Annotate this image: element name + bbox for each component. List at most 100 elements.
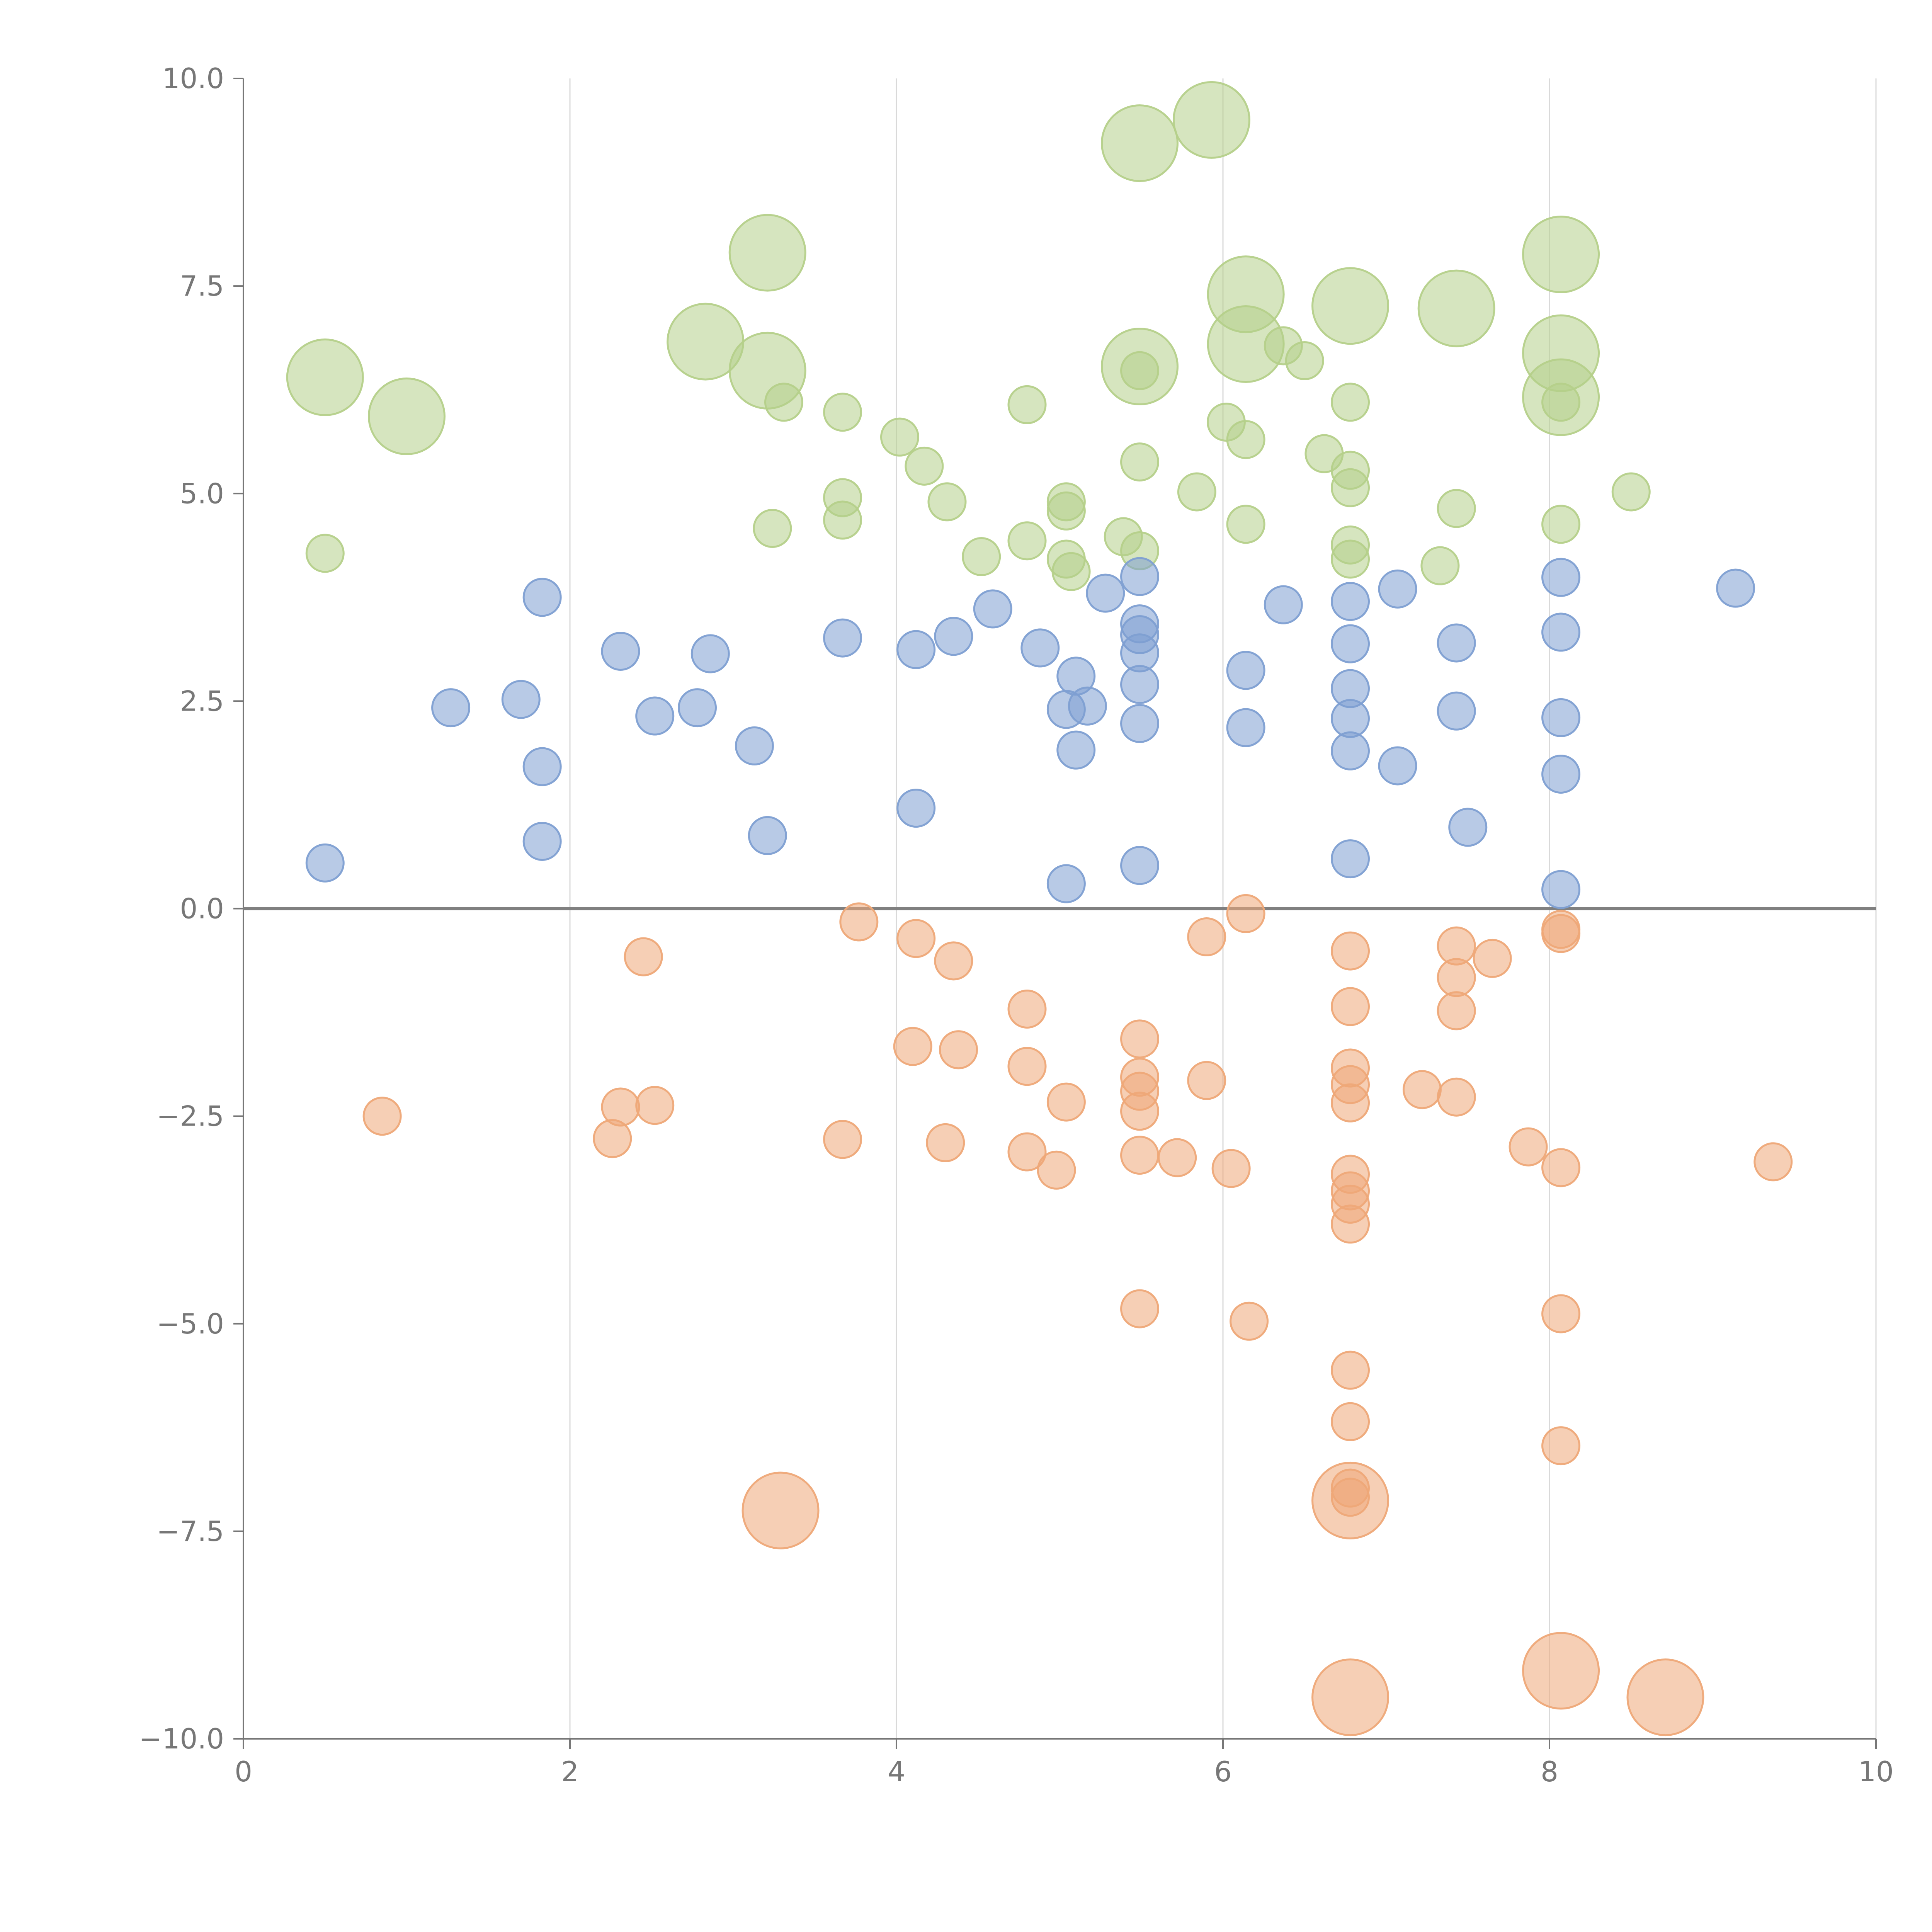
series-layer (286, 81, 1793, 1736)
blue-point-30 (1120, 846, 1160, 885)
green-point-7 (823, 393, 862, 432)
series-orange (362, 894, 1793, 1736)
orange-point-50 (1473, 939, 1512, 978)
orange-point-56 (1541, 1426, 1581, 1466)
green-point-4 (728, 214, 806, 292)
x-tick-label-3: 6 (1214, 1755, 1232, 1788)
blue-point-4 (522, 747, 562, 786)
orange-point-40 (1331, 1402, 1370, 1441)
green-point-26 (1120, 351, 1160, 390)
y-tick-label-5: −2.5 (156, 1100, 224, 1133)
y-tick-label-2: 5.0 (180, 477, 224, 510)
blue-point-9 (690, 634, 730, 673)
x-tick-label-0: 0 (235, 1755, 252, 1788)
green-point-31 (1226, 505, 1265, 544)
green-point-10 (753, 509, 792, 548)
blue-point-29 (1120, 704, 1160, 743)
green-point-20 (1051, 552, 1091, 591)
blue-point-13 (896, 630, 936, 669)
green-point-49 (1541, 383, 1581, 422)
blue-point-40 (1378, 569, 1417, 609)
orange-point-16 (1037, 1150, 1076, 1190)
blue-point-16 (973, 589, 1012, 629)
green-point-9 (823, 500, 862, 540)
green-point-13 (927, 482, 967, 522)
blue-point-6 (601, 631, 640, 671)
blue-point-41 (1378, 746, 1417, 786)
orange-point-59 (1753, 1142, 1793, 1182)
axis-layer (243, 78, 1876, 1740)
green-point-15 (1007, 385, 1047, 424)
orange-point-24 (1158, 1138, 1197, 1177)
orange-point-2 (601, 1087, 640, 1127)
orange-point-53 (1541, 914, 1581, 953)
green-point-6 (764, 383, 803, 422)
blue-point-21 (1056, 730, 1096, 770)
green-point-24 (1101, 104, 1179, 182)
green-point-42 (1331, 539, 1370, 579)
green-point-44 (1437, 489, 1476, 528)
blue-point-3 (522, 578, 562, 617)
blue-point-43 (1437, 691, 1476, 731)
x-tick-label-4: 8 (1541, 1755, 1558, 1788)
blue-point-24 (1120, 557, 1160, 596)
x-tick-label-1: 2 (561, 1755, 579, 1788)
orange-point-17 (1046, 1082, 1086, 1122)
orange-point-30 (1331, 931, 1370, 971)
blue-point-23 (1086, 573, 1125, 613)
green-point-12 (905, 446, 944, 486)
blue-point-8 (678, 688, 717, 728)
orange-point-58 (1626, 1658, 1704, 1736)
blue-point-14 (896, 789, 936, 828)
blue-point-11 (748, 816, 787, 855)
green-point-50 (1541, 505, 1581, 544)
series-blue (305, 557, 1755, 909)
blue-point-2 (501, 680, 541, 719)
blue-point-22 (1068, 686, 1107, 726)
orange-point-8 (893, 1027, 932, 1066)
green-point-0 (286, 338, 364, 416)
orange-point-6 (823, 1120, 862, 1159)
green-point-27 (1172, 81, 1250, 159)
blue-point-31 (1226, 651, 1265, 690)
orange-point-0 (362, 1097, 402, 1136)
orange-point-4 (635, 1086, 675, 1125)
y-tick-label-7: −7.5 (156, 1515, 224, 1548)
orange-point-47 (1437, 958, 1476, 997)
orange-point-25 (1187, 917, 1226, 957)
blue-point-10 (735, 726, 774, 765)
orange-point-38 (1331, 1204, 1370, 1244)
orange-point-45 (1402, 1070, 1442, 1109)
green-point-28 (1177, 472, 1216, 512)
tick-layer: 0 2 4 6 8 10 10.0 7.5 5.0 2.5 0.0 −2.5 −5.0 −7.5 −10.0 (139, 62, 1893, 1788)
blue-point-38 (1331, 731, 1370, 770)
green-point-16 (1007, 521, 1047, 561)
blue-point-49 (1541, 870, 1581, 909)
orange-point-34 (1331, 1083, 1370, 1122)
y-tick-label-0: 10.0 (162, 62, 224, 95)
green-point-1 (368, 377, 446, 455)
orange-point-21 (1120, 1092, 1160, 1131)
orange-point-29 (1230, 1301, 1269, 1341)
orange-point-44 (1311, 1658, 1389, 1736)
green-point-51 (1611, 472, 1651, 512)
orange-point-12 (939, 1030, 978, 1070)
orange-point-3 (624, 937, 663, 976)
blue-point-48 (1541, 754, 1581, 794)
orange-point-55 (1541, 1294, 1581, 1333)
orange-point-5 (742, 1471, 820, 1549)
blue-point-35 (1331, 624, 1370, 663)
orange-point-11 (934, 941, 973, 981)
blue-point-28 (1120, 665, 1160, 704)
blue-point-5 (522, 821, 562, 861)
blue-point-50 (1716, 568, 1755, 608)
orange-point-43 (1311, 1461, 1389, 1539)
green-point-43 (1420, 546, 1460, 585)
orange-point-7 (839, 902, 879, 942)
green-point-18 (1046, 491, 1086, 531)
orange-point-18 (1120, 1019, 1160, 1059)
green-point-23 (1120, 442, 1160, 482)
green-point-11 (880, 417, 919, 457)
